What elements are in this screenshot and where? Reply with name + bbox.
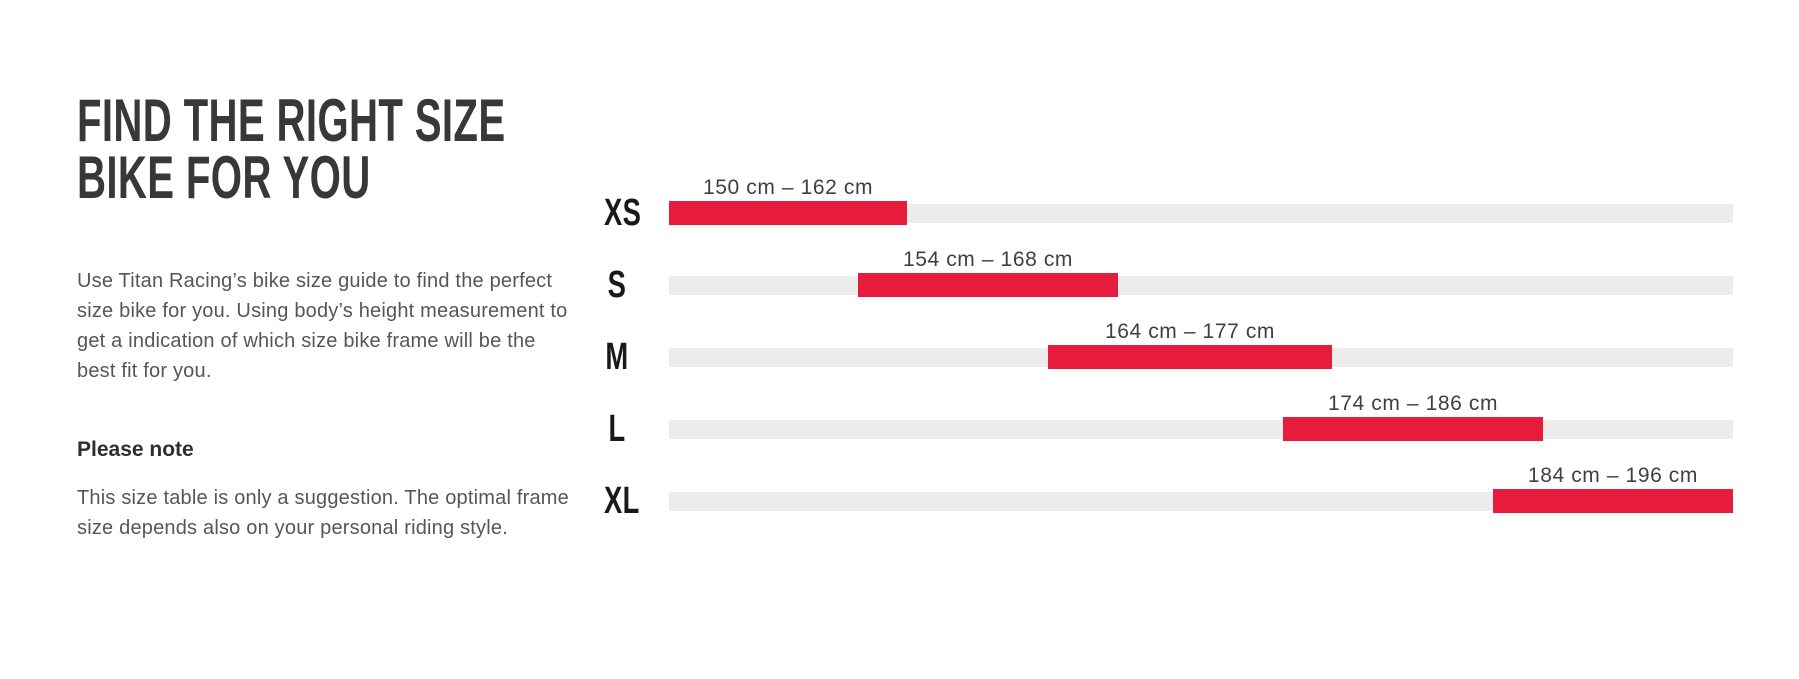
height-range-label: 184 cm – 196 cm (1527, 464, 1699, 487)
bar-track-area: 154 cm – 168 cm (669, 249, 1733, 321)
height-range-label: 154 cm – 168 cm (902, 248, 1074, 271)
height-range-label: 174 cm – 186 cm (1327, 392, 1499, 415)
size-row: XS 150 cm – 162 cm (599, 177, 1733, 249)
bar-track (669, 204, 1733, 223)
height-range-bar (1492, 489, 1733, 513)
size-row: L 174 cm – 186 cm (599, 393, 1733, 465)
bar-track-area: 164 cm – 177 cm (669, 321, 1733, 393)
size-label: XL (604, 480, 640, 522)
size-label: S (607, 264, 627, 306)
size-label: L (608, 408, 626, 450)
height-range-label: 150 cm – 162 cm (702, 176, 874, 199)
bar-track-area: 150 cm – 162 cm (669, 177, 1733, 249)
page-title: FIND THE RIGHT SIZE BIKE FOR YOU (77, 87, 506, 211)
intro-paragraph: Use Titan Racing’s bike size guide to fi… (77, 270, 568, 382)
bar-track (669, 276, 1733, 295)
size-row: M 164 cm – 177 cm (599, 321, 1733, 393)
height-range-label: 164 cm – 177 cm (1104, 320, 1276, 343)
size-chart: XS 150 cm – 162 cm S 154 cm – 168 cm M 1… (599, 177, 1733, 537)
note-paragraph: This size table is only a suggestion. Th… (77, 487, 569, 539)
height-range-bar (857, 273, 1118, 297)
size-label: M (605, 336, 629, 378)
bar-track-area: 174 cm – 186 cm (669, 393, 1733, 465)
size-row: XL 184 cm – 196 cm (599, 465, 1733, 537)
please-note-heading: Please note (77, 438, 194, 461)
page-title-line-1: FIND THE RIGHT SIZE (77, 87, 506, 154)
height-range-bar (669, 201, 908, 225)
height-range-bar (1283, 417, 1543, 441)
page-title-line-2: BIKE FOR YOU (77, 144, 371, 211)
bar-track (669, 420, 1733, 439)
bar-track (669, 492, 1733, 511)
size-label: XS (604, 192, 642, 234)
size-row: S 154 cm – 168 cm (599, 249, 1733, 321)
height-range-bar (1047, 345, 1332, 369)
bar-track-area: 184 cm – 196 cm (669, 465, 1733, 537)
